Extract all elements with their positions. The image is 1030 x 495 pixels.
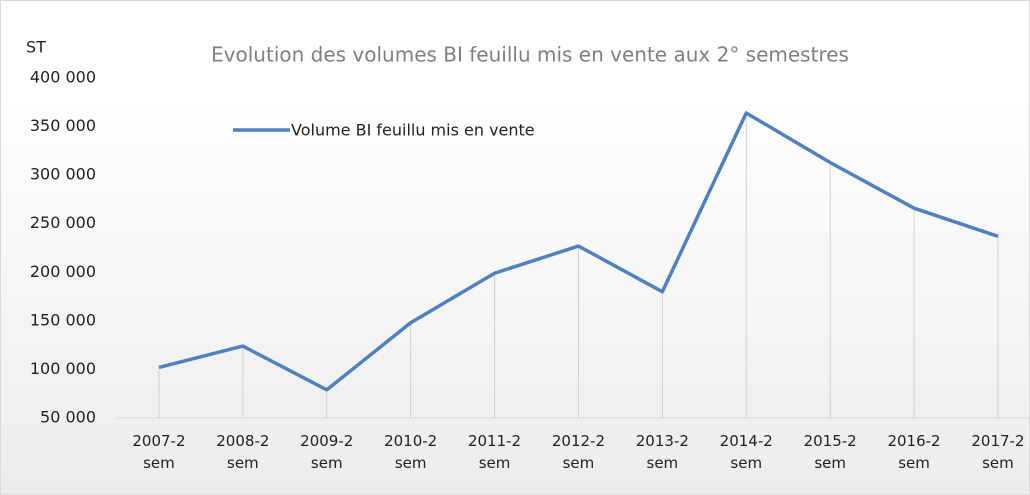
x-tick-label: 2017-2 sem [971,432,1025,472]
x-tick-label: 2013-2 sem [635,432,689,472]
legend-label: Volume BI feuillu mis en vente [291,121,535,140]
chart-title: Evolution des volumes BI feuillu mis en … [211,43,849,67]
y-tick-label: 100 000 [30,359,96,378]
y-tick-label: 350 000 [30,116,96,135]
y-tick-label: 150 000 [30,310,96,329]
x-tick-label: 2012-2 sem [551,432,605,472]
x-tick-label: 2011-2 sem [467,432,522,472]
x-tick-label: 2009-2 sem [300,432,354,472]
x-tick-label: 2008-2 sem [216,432,270,472]
x-tick-label: 2016-2 sem [887,432,941,472]
y-tick-label: 300 000 [30,165,96,184]
y-tick-label: 50 000 [40,408,96,427]
line [158,111,999,392]
y-tick-label: 400 000 [30,68,96,87]
y-tick-label: 200 000 [30,262,96,281]
x-tick-label: 2007-2 sem [132,432,186,472]
x-tick-label: 2014-2 sem [719,432,773,472]
x-tick-label: 2015-2 sem [803,432,857,472]
y-axis-label: ST [26,38,46,57]
x-tick-label: 2010-2 sem [384,432,438,472]
y-tick-label: 250 000 [30,213,96,232]
